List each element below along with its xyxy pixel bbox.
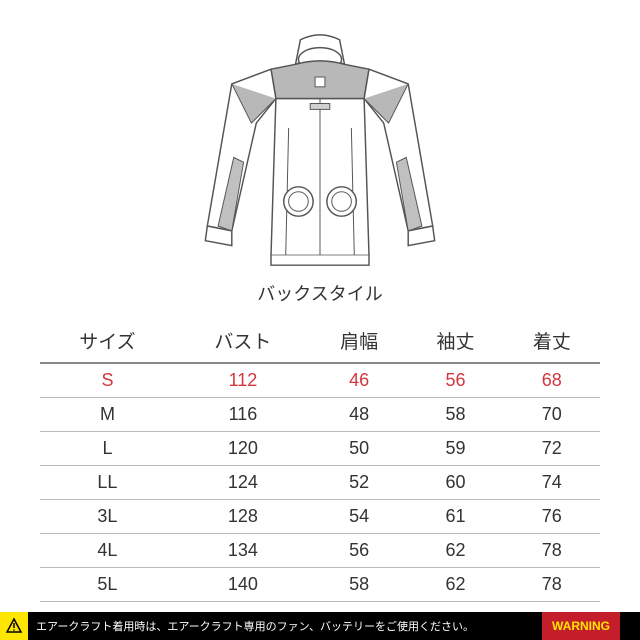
table-cell: 78 <box>504 534 600 568</box>
table-cell: M <box>40 398 175 432</box>
table-cell: 48 <box>311 398 407 432</box>
table-cell: 4L <box>40 534 175 568</box>
table-cell: 68 <box>504 363 600 398</box>
table-cell: 52 <box>311 466 407 500</box>
jacket-back-diagram <box>180 30 460 275</box>
table-cell: 60 <box>407 466 503 500</box>
table-cell: L <box>40 432 175 466</box>
table-row: M116485870 <box>40 398 600 432</box>
col-sleeve: 袖丈 <box>407 321 503 363</box>
table-cell: 72 <box>504 432 600 466</box>
table-cell: S <box>40 363 175 398</box>
table-cell: 78 <box>504 568 600 602</box>
table-row: S112465668 <box>40 363 600 398</box>
table-cell: 59 <box>407 432 503 466</box>
warning-text: エアークラフト着用時は、エアークラフト専用のファン、バッテリーをご使用ください。 <box>28 618 542 634</box>
table-cell: 54 <box>311 500 407 534</box>
table-cell: 3L <box>40 500 175 534</box>
size-chart-table: サイズ バスト 肩幅 袖丈 着丈 S112465668M116485870L12… <box>40 321 600 602</box>
table-cell: 5L <box>40 568 175 602</box>
table-cell: 46 <box>311 363 407 398</box>
table-row: 5L140586278 <box>40 568 600 602</box>
table-header-row: サイズ バスト 肩幅 袖丈 着丈 <box>40 321 600 363</box>
illustration-caption: バックスタイル <box>257 280 382 306</box>
table-cell: 56 <box>407 363 503 398</box>
warning-icon <box>0 612 28 640</box>
col-length: 着丈 <box>504 321 600 363</box>
table-cell: 134 <box>175 534 311 568</box>
table-cell: 62 <box>407 568 503 602</box>
table-cell: 120 <box>175 432 311 466</box>
table-cell: 58 <box>407 398 503 432</box>
warning-bar: エアークラフト着用時は、エアークラフト専用のファン、バッテリーをご使用ください。… <box>0 612 640 640</box>
table-row: 4L134566278 <box>40 534 600 568</box>
table-cell: 61 <box>407 500 503 534</box>
table-cell: 76 <box>504 500 600 534</box>
col-size: サイズ <box>40 321 175 363</box>
table-cell: 70 <box>504 398 600 432</box>
table-cell: 112 <box>175 363 311 398</box>
table-cell: 62 <box>407 534 503 568</box>
table-row: L120505972 <box>40 432 600 466</box>
table-cell: 74 <box>504 466 600 500</box>
table-cell: 124 <box>175 466 311 500</box>
table-cell: 116 <box>175 398 311 432</box>
table-cell: LL <box>40 466 175 500</box>
table-row: 3L128546176 <box>40 500 600 534</box>
table-cell: 58 <box>311 568 407 602</box>
table-cell: 140 <box>175 568 311 602</box>
col-bust: バスト <box>175 321 311 363</box>
table-cell: 50 <box>311 432 407 466</box>
table-cell: 128 <box>175 500 311 534</box>
col-shoulder: 肩幅 <box>311 321 407 363</box>
table-cell: 56 <box>311 534 407 568</box>
table-row: LL124526074 <box>40 466 600 500</box>
warning-label: WARNING <box>542 612 620 640</box>
